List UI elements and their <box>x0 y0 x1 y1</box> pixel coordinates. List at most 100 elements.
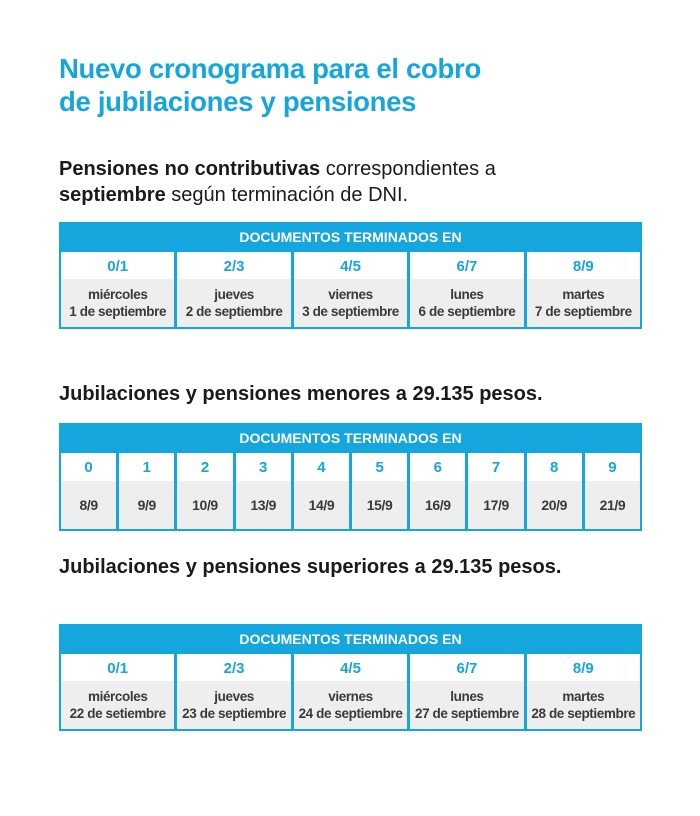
dni-digit: 1 <box>119 453 175 481</box>
dni-digits: 0/1 <box>61 252 175 279</box>
payment-day: 16/9 <box>424 496 451 513</box>
payment-date: martes 28 de septiembre <box>526 681 641 729</box>
dni-digits: 8/9 <box>526 654 641 681</box>
dni-digits: 8/9 <box>526 252 641 279</box>
payment-date: jueves 2 de septiembre <box>177 279 291 327</box>
payment-day: 23 de septiembre <box>182 706 287 721</box>
payment-date: 14/9 <box>293 481 350 529</box>
table-header: DOCUMENTOS TERMINADOS EN <box>239 229 462 245</box>
section-2-title: Jubilaciones y pensiones menores a 29.13… <box>59 383 543 405</box>
table-columns: 0/1 miércoles 22 de setiembre 2/3 jueves 2… <box>61 654 641 729</box>
payment-day: 6 de septiembre <box>418 304 516 319</box>
payment-weekday: miércoles <box>87 287 148 302</box>
payment-day: 10/9 <box>192 496 218 513</box>
payment-day: 15/9 <box>366 496 393 513</box>
dni-digits: 6/7 <box>410 252 524 279</box>
section-1-title-text-a: correspondientes a <box>320 158 496 180</box>
payment-day: 28 de septiembre <box>531 706 636 721</box>
payment-date: 9/9 <box>119 481 175 529</box>
schedule-table-below-threshold: DOCUMENTOS TERMINADOS EN 0 8/9 1 9/9 2 10/9… <box>59 423 642 531</box>
payment-day: 2 de septiembre <box>185 304 283 319</box>
dni-digits: 6/7 <box>410 654 524 681</box>
table-column: 5 15/9 <box>352 453 408 529</box>
table-column: 0/1 miércoles 1 de septiembre <box>61 252 175 327</box>
section-1-title-bold-b: septiembre <box>59 184 166 206</box>
payment-date: miércoles 22 de setiembre <box>61 681 175 729</box>
payment-date: martes 7 de septiembre <box>526 279 641 327</box>
dni-digits: 2/3 <box>177 654 291 681</box>
section-3-title: Jubilaciones y pensiones superiores a 29… <box>59 556 562 578</box>
dni-digit: 6 <box>410 453 466 481</box>
table-column: 3 13/9 <box>235 453 291 529</box>
payment-date: 15/9 <box>352 481 408 529</box>
payment-date: 8/9 <box>61 481 117 529</box>
payment-day: 20/9 <box>541 496 568 513</box>
table-column: 4/5 viernes 3 de septiembre <box>293 252 408 327</box>
payment-date: viernes 24 de septiembre <box>293 681 408 729</box>
table-column: 6/7 lunes 6 de septiembre <box>410 252 524 327</box>
payment-day: 27 de septiembre <box>414 706 519 721</box>
payment-weekday: lunes <box>450 689 484 704</box>
payment-day: 17/9 <box>483 496 509 513</box>
table-column: 6/7 lunes 27 de septiembre <box>410 654 524 729</box>
payment-date: miércoles 1 de septiembre <box>61 279 175 327</box>
section-1-title-text-b: según terminación de DNI. <box>165 184 409 206</box>
payment-day: 9/9 <box>137 496 157 513</box>
payment-date: 16/9 <box>410 481 466 529</box>
dni-digit: 7 <box>468 453 524 481</box>
table-header: DOCUMENTOS TERMINADOS EN <box>239 631 462 647</box>
payment-day: 13/9 <box>250 496 277 513</box>
table-header: DOCUMENTOS TERMINADOS EN <box>239 430 462 446</box>
payment-day: 22 de setiembre <box>69 706 166 721</box>
payment-day: 14/9 <box>308 496 335 513</box>
table-column: 8 20/9 <box>526 453 582 529</box>
dni-digit: 5 <box>352 453 408 481</box>
dni-digit: 4 <box>293 453 350 481</box>
payment-weekday: miércoles <box>87 689 148 704</box>
dni-digit: 8 <box>526 453 582 481</box>
dni-digits: 2/3 <box>177 252 291 279</box>
table-column: 2/3 jueves 2 de septiembre <box>177 252 291 327</box>
payment-date: 21/9 <box>584 481 641 529</box>
payment-date: lunes 6 de septiembre <box>410 279 524 327</box>
table-column: 1 9/9 <box>119 453 175 529</box>
payment-date: 17/9 <box>468 481 524 529</box>
dni-digit: 9 <box>584 453 641 481</box>
page-title-line-2: de jubilaciones y pensiones <box>59 86 417 117</box>
payment-day: 3 de septiembre <box>302 304 399 319</box>
dni-digits: 4/5 <box>293 252 408 279</box>
dni-digit: 0 <box>61 453 117 481</box>
section-1-title-bold-a: Pensiones no contributivas <box>59 158 321 180</box>
payment-day: 8/9 <box>79 496 98 513</box>
table-column: 6 16/9 <box>410 453 466 529</box>
payment-day: 7 de septiembre <box>534 304 632 319</box>
payment-date: 10/9 <box>177 481 233 529</box>
payment-weekday: viernes <box>328 689 373 704</box>
table-column: 8/9 martes 7 de septiembre <box>526 252 641 327</box>
table-column: 8/9 martes 28 de septiembre <box>526 654 641 729</box>
payment-date: 20/9 <box>526 481 582 529</box>
table-column: 4 14/9 <box>293 453 350 529</box>
payment-weekday: martes <box>562 689 605 704</box>
schedule-table-above-threshold: DOCUMENTOS TERMINADOS EN 0/1 miércoles 22… <box>59 624 642 731</box>
dni-digit: 2 <box>177 453 233 481</box>
table-columns: 0/1 miércoles 1 de septiembre 2/3 jueves 2… <box>61 252 641 327</box>
table-column: 9 21/9 <box>584 453 641 529</box>
dni-digits: 4/5 <box>293 654 408 681</box>
page-title: Nuevo cronograma para el cobro de jubila… <box>59 52 481 118</box>
payment-date: jueves 23 de septiembre <box>177 681 291 729</box>
table-column: 0/1 miércoles 22 de setiembre <box>61 654 175 729</box>
table-column: 7 17/9 <box>468 453 524 529</box>
table-column: 4/5 viernes 24 de septiembre <box>293 654 408 729</box>
payment-weekday: jueves <box>214 287 254 302</box>
table-column: 2/3 jueves 23 de septiembre <box>177 654 291 729</box>
dni-digit: 3 <box>235 453 291 481</box>
table-column: 0 8/9 <box>61 453 117 529</box>
table-columns: 0 8/9 1 9/9 2 10/9 3 13/9 4 14/9 5 15/9 6 16/9 … <box>61 453 641 529</box>
payment-day: 24 de septiembre <box>298 706 403 721</box>
payment-day: 1 de septiembre <box>69 304 167 319</box>
payment-weekday: martes <box>562 287 605 302</box>
table-column: 2 10/9 <box>177 453 233 529</box>
schedule-table-non-contributory: DOCUMENTOS TERMINADOS EN 0/1 miércoles 1 … <box>59 222 642 329</box>
payment-date: 13/9 <box>235 481 291 529</box>
